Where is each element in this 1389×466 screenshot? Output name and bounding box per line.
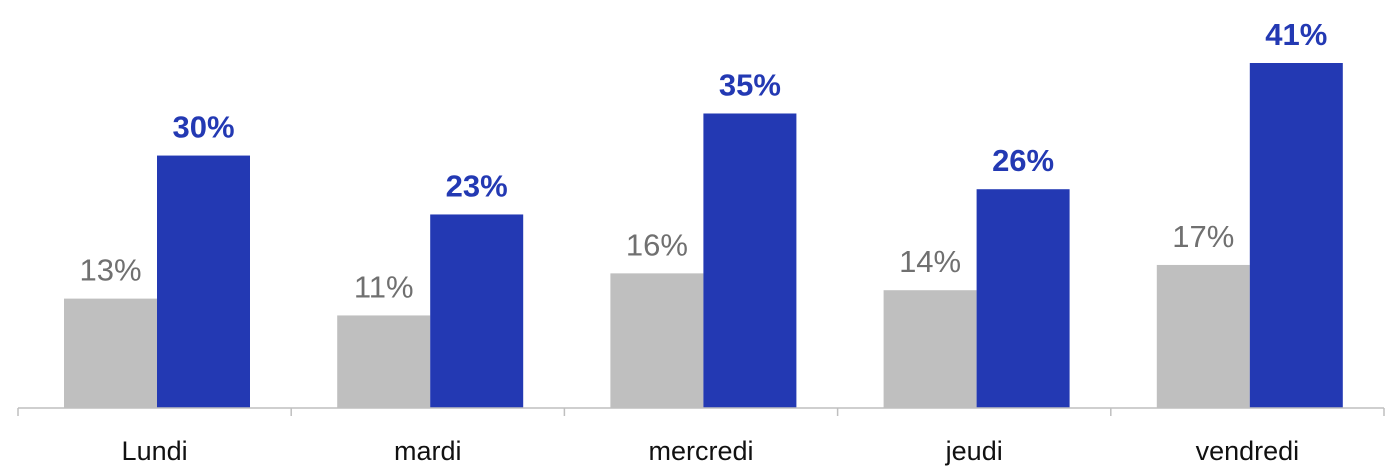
value-label-jeudi-series-2: 26% xyxy=(992,143,1054,178)
bar-mardi-series-1 xyxy=(337,315,431,408)
value-labels-group: 13% 30% 11% 23% 16% 35% 14% 26% 17% 41% xyxy=(79,17,1327,304)
bar-lundi-series-1 xyxy=(64,298,157,408)
category-label-jeudi: jeudi xyxy=(945,436,1003,466)
category-label-mercredi: mercredi xyxy=(648,436,753,466)
bar-vendredi-series-1 xyxy=(1156,264,1250,408)
category-label-vendredi: vendredi xyxy=(1196,436,1300,466)
value-label-mardi-series-2: 23% xyxy=(446,168,508,203)
value-label-mercredi-series-2: 35% xyxy=(719,67,781,102)
bar-vendredi-series-2 xyxy=(1249,63,1343,408)
bar-jeudi-series-2 xyxy=(976,189,1070,408)
value-label-lundi-series-1: 13% xyxy=(79,253,141,288)
bar-mardi-series-2 xyxy=(430,214,524,408)
bar-jeudi-series-1 xyxy=(883,290,977,408)
value-label-mardi-series-1: 11% xyxy=(354,269,414,304)
value-label-vendredi-series-2: 41% xyxy=(1265,17,1327,52)
bar-lundi-series-2 xyxy=(157,155,250,408)
x-axis-ticks xyxy=(17,408,1385,416)
value-label-jeudi-series-1: 14% xyxy=(899,244,961,279)
bar-mercredi-series-1 xyxy=(610,273,704,408)
bar-mercredi-series-2 xyxy=(703,113,797,409)
value-label-lundi-series-2: 30% xyxy=(172,110,234,145)
bars-group xyxy=(64,63,1343,409)
category-label-mardi: mardi xyxy=(394,436,462,466)
category-label-lundi: Lundi xyxy=(122,436,188,466)
category-labels-group: Lundi mardi mercredi jeudi vendredi xyxy=(122,436,1300,466)
value-label-vendredi-series-1: 17% xyxy=(1172,219,1234,254)
value-label-mercredi-series-1: 16% xyxy=(626,227,688,262)
